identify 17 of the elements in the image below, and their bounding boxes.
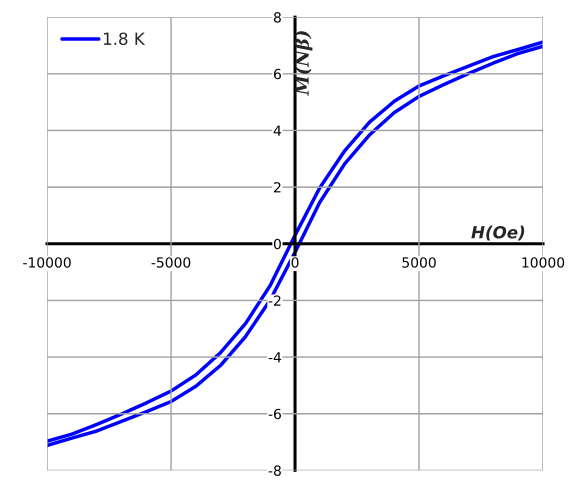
y-tick-label: 0 bbox=[274, 238, 281, 250]
y-tick-label: -4 bbox=[268, 352, 282, 362]
x-tick-label: -5000 bbox=[152, 257, 190, 268]
x-tick-label: 10000 bbox=[522, 257, 564, 268]
x-tick-label: 5000 bbox=[402, 257, 436, 268]
x-tick-label: 0 bbox=[292, 257, 299, 268]
y-tick-label: -2 bbox=[268, 295, 280, 306]
y-tick-label: 8 bbox=[274, 12, 281, 23]
y-tick-label: 4 bbox=[274, 126, 282, 136]
x-tick-label: -10000 bbox=[23, 257, 71, 268]
y-axis-title: M(Nβ) bbox=[294, 31, 312, 96]
legend-label: 1.8 K bbox=[104, 32, 146, 46]
y-tick-label: 2 bbox=[274, 182, 280, 192]
x-axis-title: H(Oe) bbox=[471, 226, 524, 241]
y-tick-label: 6 bbox=[274, 68, 281, 80]
y-tick-label: -6 bbox=[268, 408, 281, 420]
y-tick-label: -8 bbox=[268, 465, 281, 476]
